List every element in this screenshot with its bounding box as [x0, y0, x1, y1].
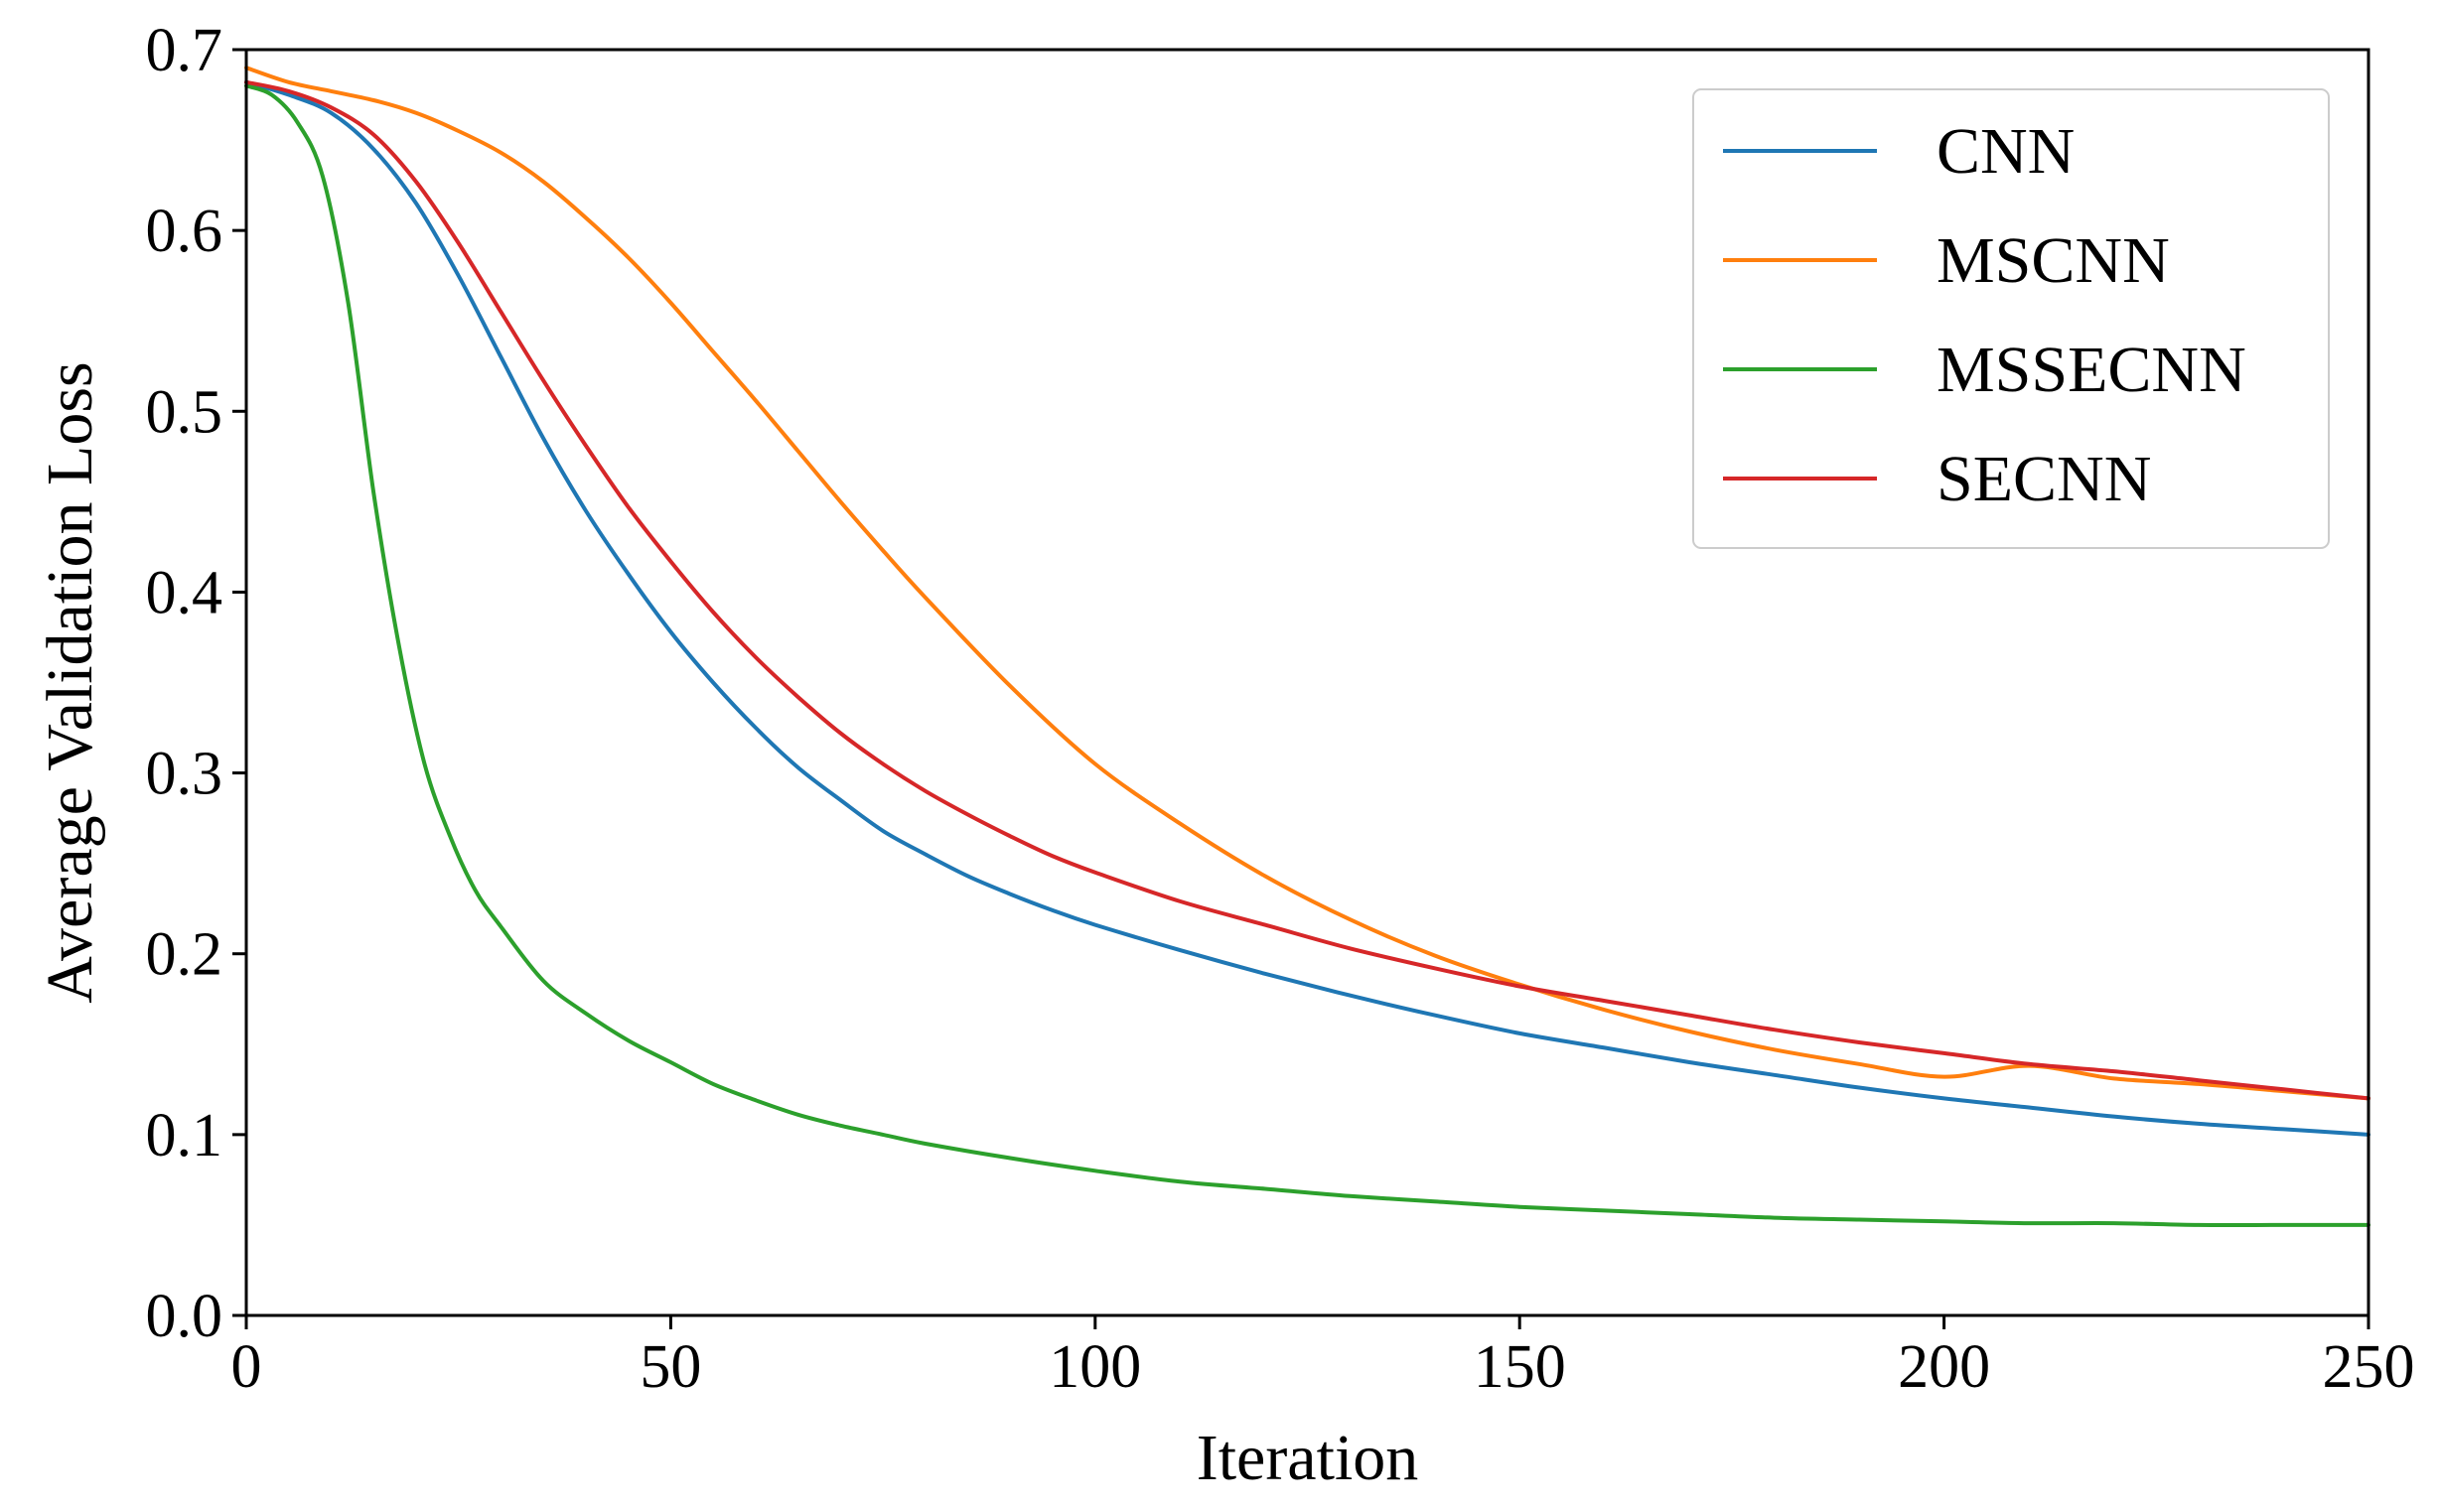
- series-line-mssecnn: [244, 83, 2370, 1228]
- y-tick-label: 0.1: [146, 1102, 223, 1169]
- series-line-cnn: [244, 79, 2370, 1137]
- legend-item-mscnn: MSCNN: [1723, 224, 2170, 297]
- legend-box: [1692, 88, 2330, 549]
- x-tick-label: 50: [640, 1333, 701, 1401]
- x-tick-label: 250: [2323, 1333, 2415, 1401]
- x-tick-label: 0: [231, 1333, 262, 1401]
- axis-ticks: 0 50 100 150 200 250 0.0 0.1 0.2 0.3 0.4 0.5 0.6 0.7: [146, 17, 2415, 1401]
- legend-label: MSSECNN: [1937, 334, 2246, 406]
- y-tick-label: 0.6: [146, 198, 223, 265]
- y-axis-title: Average Validation Loss: [34, 361, 106, 1003]
- legend-item-cnn: CNN: [1723, 115, 2075, 188]
- plot-frame: [244, 48, 2370, 1317]
- legend: CNN MSCNN MSSECNN SECNN: [1692, 88, 2330, 549]
- x-tick-label: 150: [1474, 1333, 1566, 1401]
- legend-label: MSCNN: [1937, 224, 2170, 297]
- legend-label: CNN: [1937, 115, 2075, 188]
- legend-item-mssecnn: MSSECNN: [1723, 334, 2246, 406]
- y-tick-label: 0.4: [146, 559, 223, 626]
- y-tick-label: 0.5: [146, 378, 223, 446]
- x-tick-label: 100: [1049, 1333, 1141, 1401]
- plot-lines: [244, 66, 2370, 1228]
- y-tick-label: 0.7: [146, 17, 223, 84]
- y-tick-label: 0.2: [146, 921, 223, 989]
- legend-item-secnn: SECNN: [1723, 443, 2151, 515]
- x-axis-title: Iteration: [1197, 1422, 1419, 1494]
- y-tick-label: 0.0: [146, 1283, 223, 1350]
- x-tick-label: 200: [1898, 1333, 1990, 1401]
- series-line-secnn: [244, 79, 2370, 1101]
- series-line-mscnn: [244, 66, 2370, 1101]
- y-tick-label: 0.3: [146, 741, 223, 808]
- legend-label: SECNN: [1937, 443, 2151, 515]
